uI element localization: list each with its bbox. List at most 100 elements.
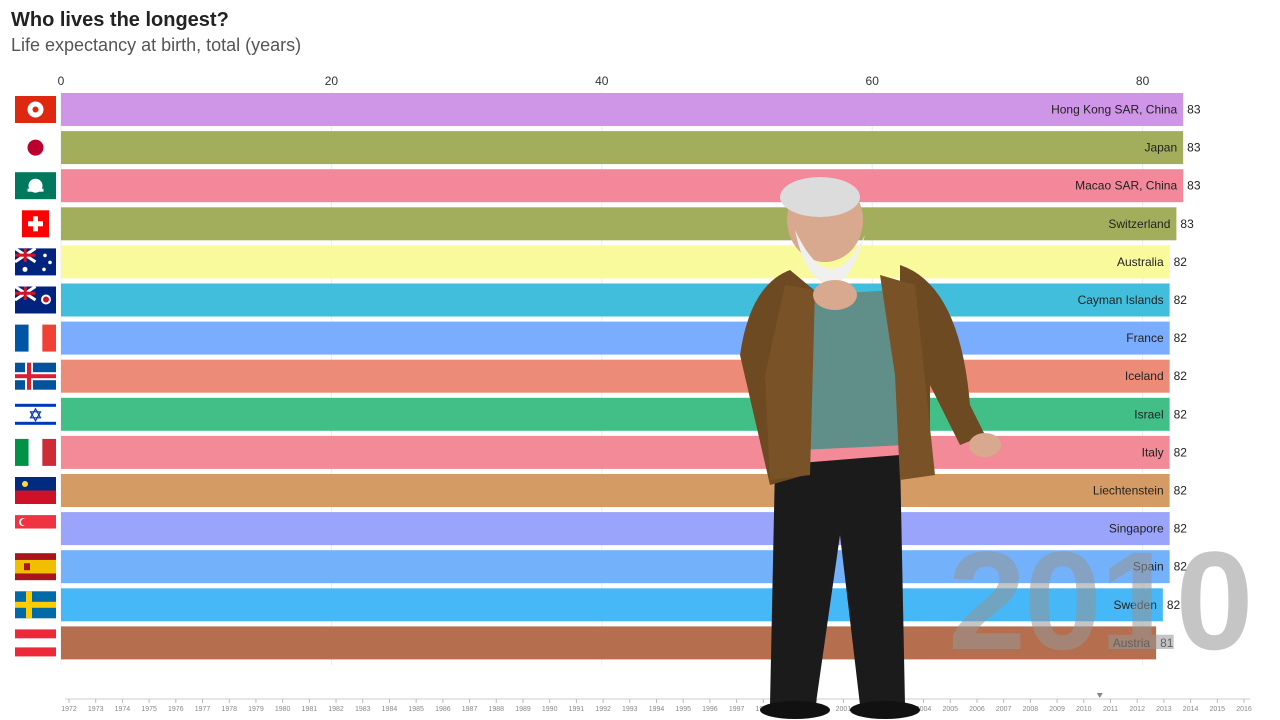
bar-category-label: Switzerland bbox=[1108, 217, 1170, 231]
timeline-year-label[interactable]: 1977 bbox=[195, 706, 211, 713]
bar-category-label: Cayman Islands bbox=[1078, 293, 1164, 307]
timeline-year-label[interactable]: 1980 bbox=[275, 706, 291, 713]
bar bbox=[61, 207, 1177, 241]
bar-value-label: 82 bbox=[1174, 331, 1188, 345]
timeline-year-label[interactable]: 1979 bbox=[248, 706, 264, 713]
bar-category-label: Singapore bbox=[1109, 522, 1164, 536]
bar-value-label: 83 bbox=[1187, 179, 1201, 193]
timeline-year-label[interactable]: 1993 bbox=[622, 706, 638, 713]
timeline-year-label[interactable]: 1972 bbox=[61, 706, 77, 713]
bar-category-label: Israel bbox=[1134, 407, 1163, 421]
bar-value-label: 82 bbox=[1174, 484, 1188, 498]
person-overlay-image bbox=[740, 177, 1001, 719]
x-tick-label: 40 bbox=[595, 74, 609, 88]
timeline-year-label[interactable]: 1978 bbox=[221, 706, 237, 713]
bar-category-label: Iceland bbox=[1125, 369, 1164, 383]
bar bbox=[61, 169, 1184, 203]
year-watermark: 2010 bbox=[948, 522, 1253, 679]
bar-category-label: Spain bbox=[1133, 560, 1164, 574]
x-tick-label: 60 bbox=[866, 74, 880, 88]
australia-flag bbox=[14, 247, 56, 276]
x-tick-label: 20 bbox=[325, 74, 339, 88]
bar bbox=[61, 283, 1170, 317]
timeline-year-label[interactable]: 1995 bbox=[675, 706, 691, 713]
chart-title: Who lives the longest? bbox=[11, 9, 229, 31]
timeline-year-label[interactable]: 1975 bbox=[141, 706, 157, 713]
bar-value-label: 82 bbox=[1174, 445, 1188, 459]
liechtenstein-flag bbox=[15, 477, 56, 504]
timeline-year-label[interactable]: 1981 bbox=[302, 706, 318, 713]
bar-category-label: Liechtenstein bbox=[1093, 484, 1164, 498]
timeline-year-label[interactable]: 1991 bbox=[569, 706, 585, 713]
timeline-year-label[interactable]: 2008 bbox=[1023, 706, 1039, 713]
timeline-year-label[interactable]: 1996 bbox=[702, 706, 718, 713]
timeline-year-label[interactable]: 2010 bbox=[1076, 706, 1092, 713]
italy-flag bbox=[15, 438, 56, 466]
bar-value-label: 82 bbox=[1174, 255, 1188, 269]
bar-value-label: 82 bbox=[1174, 522, 1188, 536]
timeline-year-label[interactable]: 1997 bbox=[729, 706, 745, 713]
timeline-year-label[interactable]: 2005 bbox=[942, 706, 958, 713]
timeline-year-label[interactable]: 1976 bbox=[168, 706, 184, 713]
bar-value-label: 83 bbox=[1180, 217, 1194, 231]
bar-category-label: Austria bbox=[1113, 636, 1151, 650]
france-flag bbox=[15, 324, 56, 352]
spain-flag bbox=[15, 553, 56, 581]
timeline-year-label[interactable]: 2001 bbox=[836, 706, 852, 713]
hong-kong-flag bbox=[15, 96, 56, 123]
bar bbox=[61, 321, 1170, 355]
timeline-year-label[interactable]: 2015 bbox=[1210, 706, 1226, 713]
bar bbox=[61, 512, 1170, 546]
timeline-year-label[interactable]: 2007 bbox=[996, 706, 1012, 713]
austria-flag bbox=[15, 629, 56, 657]
timeline-year-label[interactable]: 1986 bbox=[435, 706, 451, 713]
timeline-year-label[interactable]: 1982 bbox=[328, 706, 344, 713]
bar bbox=[61, 626, 1157, 660]
timeline-year-label[interactable]: 1992 bbox=[595, 706, 611, 713]
bar-value-label: 82 bbox=[1174, 369, 1188, 383]
timeline-year-label[interactable]: 2011 bbox=[1103, 706, 1118, 713]
bar-category-label: Japan bbox=[1144, 141, 1177, 155]
timeline-year-label[interactable]: 1974 bbox=[115, 706, 131, 713]
timeline-year-label[interactable]: 1985 bbox=[408, 706, 424, 713]
timeline-year-label[interactable]: 1994 bbox=[649, 706, 665, 713]
switzerland-flag bbox=[22, 210, 49, 238]
timeline-year-label[interactable]: 1983 bbox=[355, 706, 371, 713]
x-tick-label: 0 bbox=[58, 74, 65, 88]
bar-value-label: 83 bbox=[1187, 103, 1201, 117]
timeline-year-label[interactable]: 2004 bbox=[916, 706, 932, 713]
iceland-flag bbox=[15, 362, 56, 390]
japan-flag bbox=[15, 134, 56, 162]
bar bbox=[61, 93, 1184, 126]
timeline-year-label[interactable]: 1987 bbox=[462, 706, 478, 713]
chart-subtitle: Life expectancy at birth, total (years) bbox=[11, 35, 302, 55]
timeline-year-label[interactable]: 2013 bbox=[1156, 706, 1172, 713]
bar-value-label: 82 bbox=[1174, 293, 1188, 307]
bar-category-label: Italy bbox=[1142, 445, 1164, 459]
timeline-year-label[interactable]: 1984 bbox=[382, 706, 398, 713]
timeline-year-label[interactable]: 2009 bbox=[1049, 706, 1065, 713]
bar bbox=[61, 131, 1184, 165]
bar-value-label: 82 bbox=[1174, 560, 1188, 574]
bar-category-label: France bbox=[1126, 331, 1164, 345]
bar bbox=[61, 359, 1170, 393]
bar-value-label: 82 bbox=[1167, 598, 1181, 612]
bar bbox=[61, 550, 1170, 584]
bar bbox=[61, 474, 1170, 507]
timeline-year-label[interactable]: 2012 bbox=[1129, 706, 1145, 713]
timeline-year-label[interactable]: 1988 bbox=[488, 706, 504, 713]
timeline-year-label[interactable]: 2014 bbox=[1183, 706, 1199, 713]
timeline-year-label[interactable]: 1990 bbox=[542, 706, 558, 713]
bar-value-label: 82 bbox=[1174, 407, 1188, 421]
timeline-marker-icon[interactable] bbox=[1096, 693, 1103, 698]
timeline-year-label[interactable]: 1989 bbox=[515, 706, 531, 713]
timeline-year-label[interactable]: 2006 bbox=[969, 706, 985, 713]
x-tick-label: 80 bbox=[1136, 74, 1150, 88]
israel-flag bbox=[15, 400, 56, 428]
singapore-flag bbox=[15, 515, 56, 543]
bar-category-label: Australia bbox=[1117, 255, 1164, 269]
timeline-year-label[interactable]: 1973 bbox=[88, 706, 104, 713]
timeline-year-label[interactable]: 2016 bbox=[1236, 706, 1252, 713]
bar bbox=[61, 397, 1170, 431]
